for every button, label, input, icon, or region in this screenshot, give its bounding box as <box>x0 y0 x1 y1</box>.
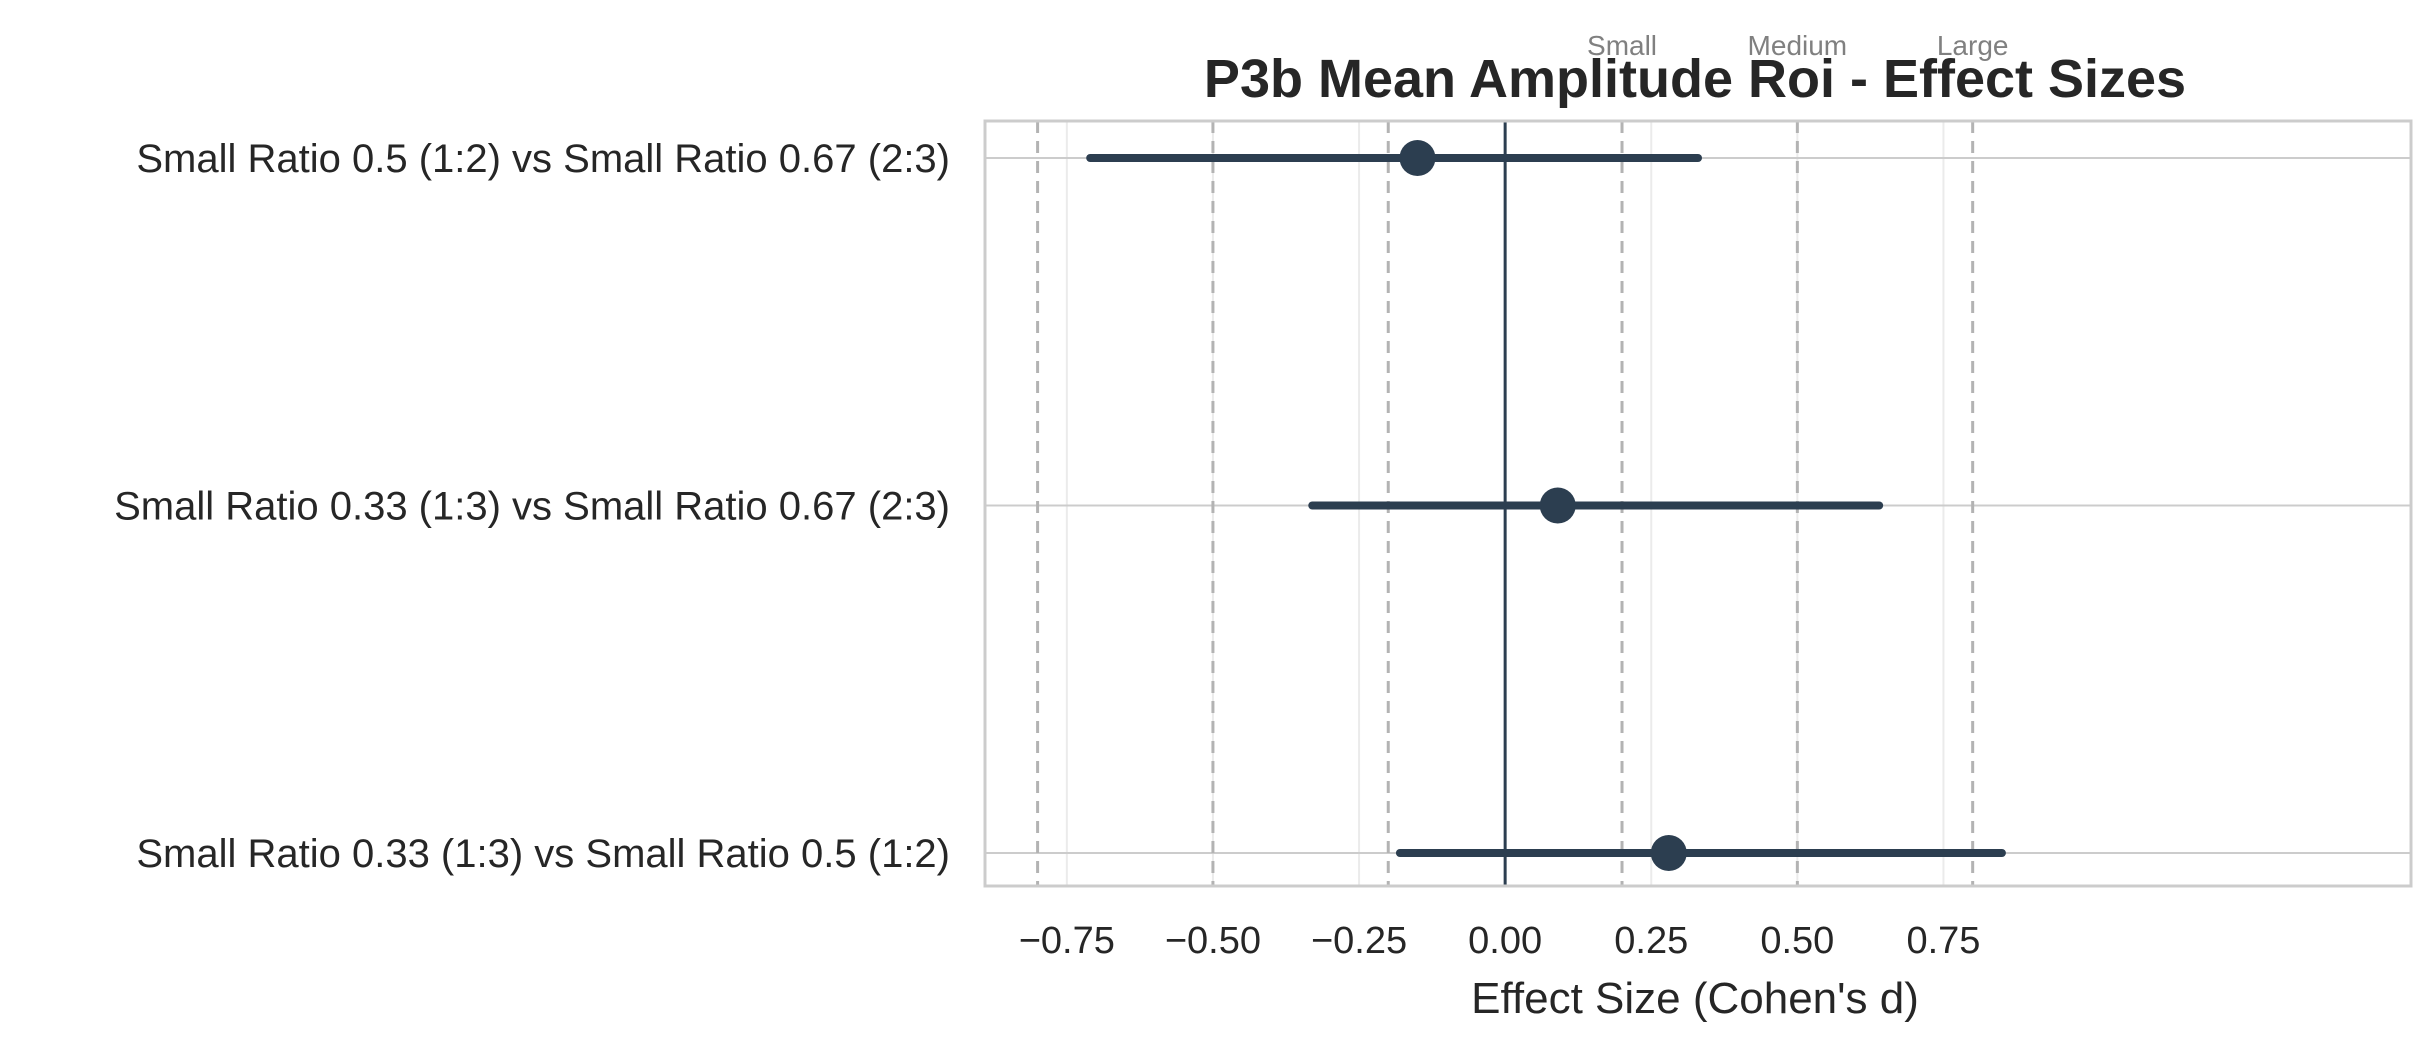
x-tick-label: −0.50 <box>1165 920 1261 962</box>
comparison-label: Small Ratio 0.33 (1:3) vs Small Ratio 0.… <box>136 832 950 876</box>
x-tick-label: 0.25 <box>1614 920 1688 962</box>
reference-line-label: Large <box>1937 30 2009 61</box>
x-tick-label: −0.25 <box>1311 920 1407 962</box>
reference-line-label: Medium <box>1748 30 1848 61</box>
x-tick-label: 0.75 <box>1906 920 1980 962</box>
effect-size-point <box>1650 835 1687 871</box>
effect-points <box>1399 140 1687 871</box>
confidence-intervals <box>1086 154 2006 857</box>
x-axis-label: Effect Size (Cohen's d) <box>1471 974 1919 1023</box>
x-axis-tick-labels: −0.75 −0.50 −0.25 0.00 0.25 0.50 0.75 <box>1019 920 1981 962</box>
y-axis-tick-labels: Small Ratio 0.5 (1:2) vs Small Ratio 0.6… <box>114 137 950 876</box>
effect-size-point <box>1539 487 1576 524</box>
chart-title: P3b Mean Amplitude Roi - Effect Sizes <box>1204 49 2186 109</box>
reference-line-label: Small <box>1587 30 1657 61</box>
comparison-label: Small Ratio 0.33 (1:3) vs Small Ratio 0.… <box>114 485 950 529</box>
plot-area-frame <box>983 119 2413 888</box>
x-tick-label: 0.50 <box>1760 920 1834 962</box>
comparison-label: Small Ratio 0.5 (1:2) vs Small Ratio 0.6… <box>136 137 950 181</box>
effect-size-point <box>1399 140 1436 176</box>
x-tick-label: −0.75 <box>1019 920 1115 962</box>
x-tick-label: 0.00 <box>1468 920 1542 962</box>
reference-line-labels: Small Medium Large <box>1587 30 2008 61</box>
